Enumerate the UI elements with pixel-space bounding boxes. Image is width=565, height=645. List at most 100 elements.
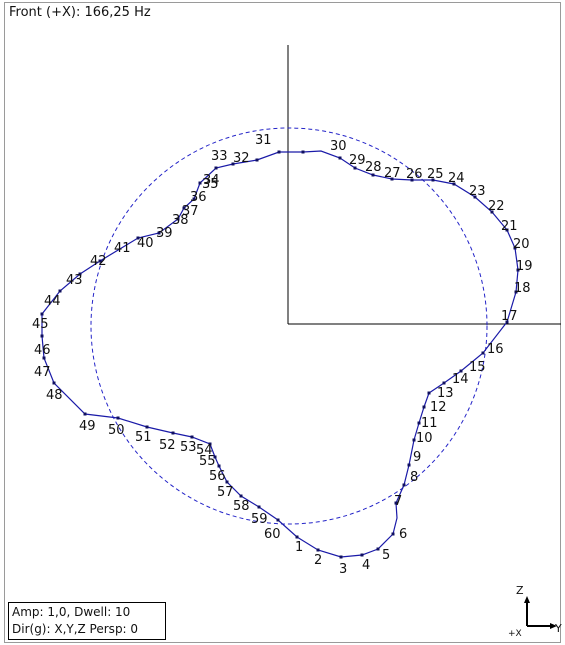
node-label-58: 58 <box>233 499 250 514</box>
node-label-9: 9 <box>413 450 421 465</box>
node-label-30: 30 <box>330 139 347 154</box>
node-label-44: 44 <box>44 294 61 309</box>
node-label-40: 40 <box>137 236 154 251</box>
node-marker-42 <box>98 259 102 263</box>
triad-y-label: Y <box>554 622 562 635</box>
node-label-54: 54 <box>196 443 213 458</box>
node-label-11: 11 <box>421 416 438 431</box>
node-marker-56 <box>217 464 221 468</box>
node-label-21: 21 <box>501 219 518 234</box>
node-marker-13 <box>427 391 431 395</box>
node-label-42: 42 <box>90 254 107 269</box>
node-marker-16 <box>481 351 485 355</box>
node-label-48: 48 <box>46 388 63 403</box>
node-marker-39 <box>176 217 180 221</box>
node-label-3: 3 <box>339 562 347 577</box>
node-marker-44 <box>58 289 62 293</box>
node-marker-38 <box>182 206 186 210</box>
node-label-13: 13 <box>437 386 454 401</box>
node-label-31: 31 <box>255 133 272 148</box>
node-marker-48 <box>52 381 56 385</box>
node-label-28: 28 <box>365 160 382 175</box>
node-label-33: 33 <box>211 149 228 164</box>
node-marker-50 <box>116 416 120 420</box>
node-marker-5 <box>376 547 380 551</box>
node-label-59: 59 <box>251 512 268 527</box>
node-marker-7 <box>394 501 398 505</box>
undeformed-circle <box>90 127 488 525</box>
node-label-34: 34 <box>203 173 220 188</box>
node-label-18: 18 <box>514 281 531 296</box>
node-label-39: 39 <box>156 226 173 241</box>
node-label-6: 6 <box>399 527 407 542</box>
node-marker-54 <box>208 442 212 446</box>
node-marker-40 <box>157 231 161 235</box>
triad-x-label: +X <box>508 629 522 639</box>
node-marker-6 <box>391 532 395 536</box>
node-label-43: 43 <box>66 273 83 288</box>
node-label-32: 32 <box>233 151 250 166</box>
node-label-16: 16 <box>487 342 504 357</box>
node-label-8: 8 <box>410 470 418 485</box>
plot-frame <box>4 2 561 643</box>
node-marker-12 <box>422 405 426 409</box>
node-label-12: 12 <box>430 400 447 415</box>
node-label-1: 1 <box>295 540 303 555</box>
node-marker-25 <box>431 178 435 182</box>
node-markers <box>40 150 520 559</box>
node-marker-1 <box>295 535 299 539</box>
node-label-24: 24 <box>448 171 465 186</box>
node-label-37: 37 <box>182 204 199 219</box>
node-label-5: 5 <box>382 548 390 563</box>
info-box: Amp: 1,0, Dwell: 10 Dir(g): X,Y,Z Persp:… <box>8 602 166 640</box>
triad-z-label: Z <box>516 584 524 597</box>
node-marker-49 <box>83 412 87 416</box>
node-label-2: 2 <box>314 553 322 568</box>
node-label-4: 4 <box>362 558 370 573</box>
node-label-49: 49 <box>79 419 96 434</box>
triad-z-arrow <box>524 596 530 603</box>
node-marker-55 <box>213 455 217 459</box>
node-marker-32 <box>277 150 281 154</box>
node-label-60: 60 <box>264 527 281 542</box>
node-label-20: 20 <box>513 237 530 252</box>
node-marker-19 <box>516 268 520 272</box>
node-label-29: 29 <box>349 153 366 168</box>
node-label-45: 45 <box>32 317 49 332</box>
axis-triad: Z +X Y <box>508 584 562 639</box>
node-marker-8 <box>402 483 406 487</box>
node-label-22: 22 <box>488 199 505 214</box>
node-labels: 123 4567891011121314151617181920212223242… <box>32 133 533 577</box>
node-marker-4 <box>360 553 364 557</box>
node-marker-11 <box>417 421 421 425</box>
node-marker-17 <box>505 320 509 324</box>
node-label-41: 41 <box>114 241 131 256</box>
node-marker-34 <box>231 162 235 166</box>
node-label-52: 52 <box>159 438 176 453</box>
node-label-10: 10 <box>416 431 433 446</box>
node-marker-52 <box>171 431 175 435</box>
node-label-23: 23 <box>469 184 486 199</box>
deformed-shape-outline <box>41 150 519 558</box>
amp-dwell-text: Amp: 1,0, Dwell: 10 <box>12 605 131 619</box>
node-marker-59 <box>257 505 261 509</box>
node-label-55: 55 <box>199 454 216 469</box>
node-marker-51 <box>145 425 149 429</box>
node-marker-10 <box>412 438 416 442</box>
node-label-56: 56 <box>209 469 226 484</box>
node-marker-33 <box>255 158 259 162</box>
node-marker-18 <box>514 290 518 294</box>
node-marker-41 <box>136 236 140 240</box>
node-marker-53 <box>190 435 194 439</box>
node-label-7: 7 <box>394 494 402 509</box>
node-label-17: 17 <box>501 309 518 324</box>
node-label-35: 35 <box>202 177 219 192</box>
triad-y-arrow <box>550 623 557 629</box>
node-marker-31 <box>301 150 305 154</box>
node-marker-22 <box>490 210 494 214</box>
node-label-53: 53 <box>180 440 197 455</box>
node-label-27: 27 <box>384 166 401 181</box>
node-label-46: 46 <box>34 343 51 358</box>
node-marker-23 <box>473 195 477 199</box>
plot-title: Front (+X): 166,25 Hz <box>9 5 151 20</box>
